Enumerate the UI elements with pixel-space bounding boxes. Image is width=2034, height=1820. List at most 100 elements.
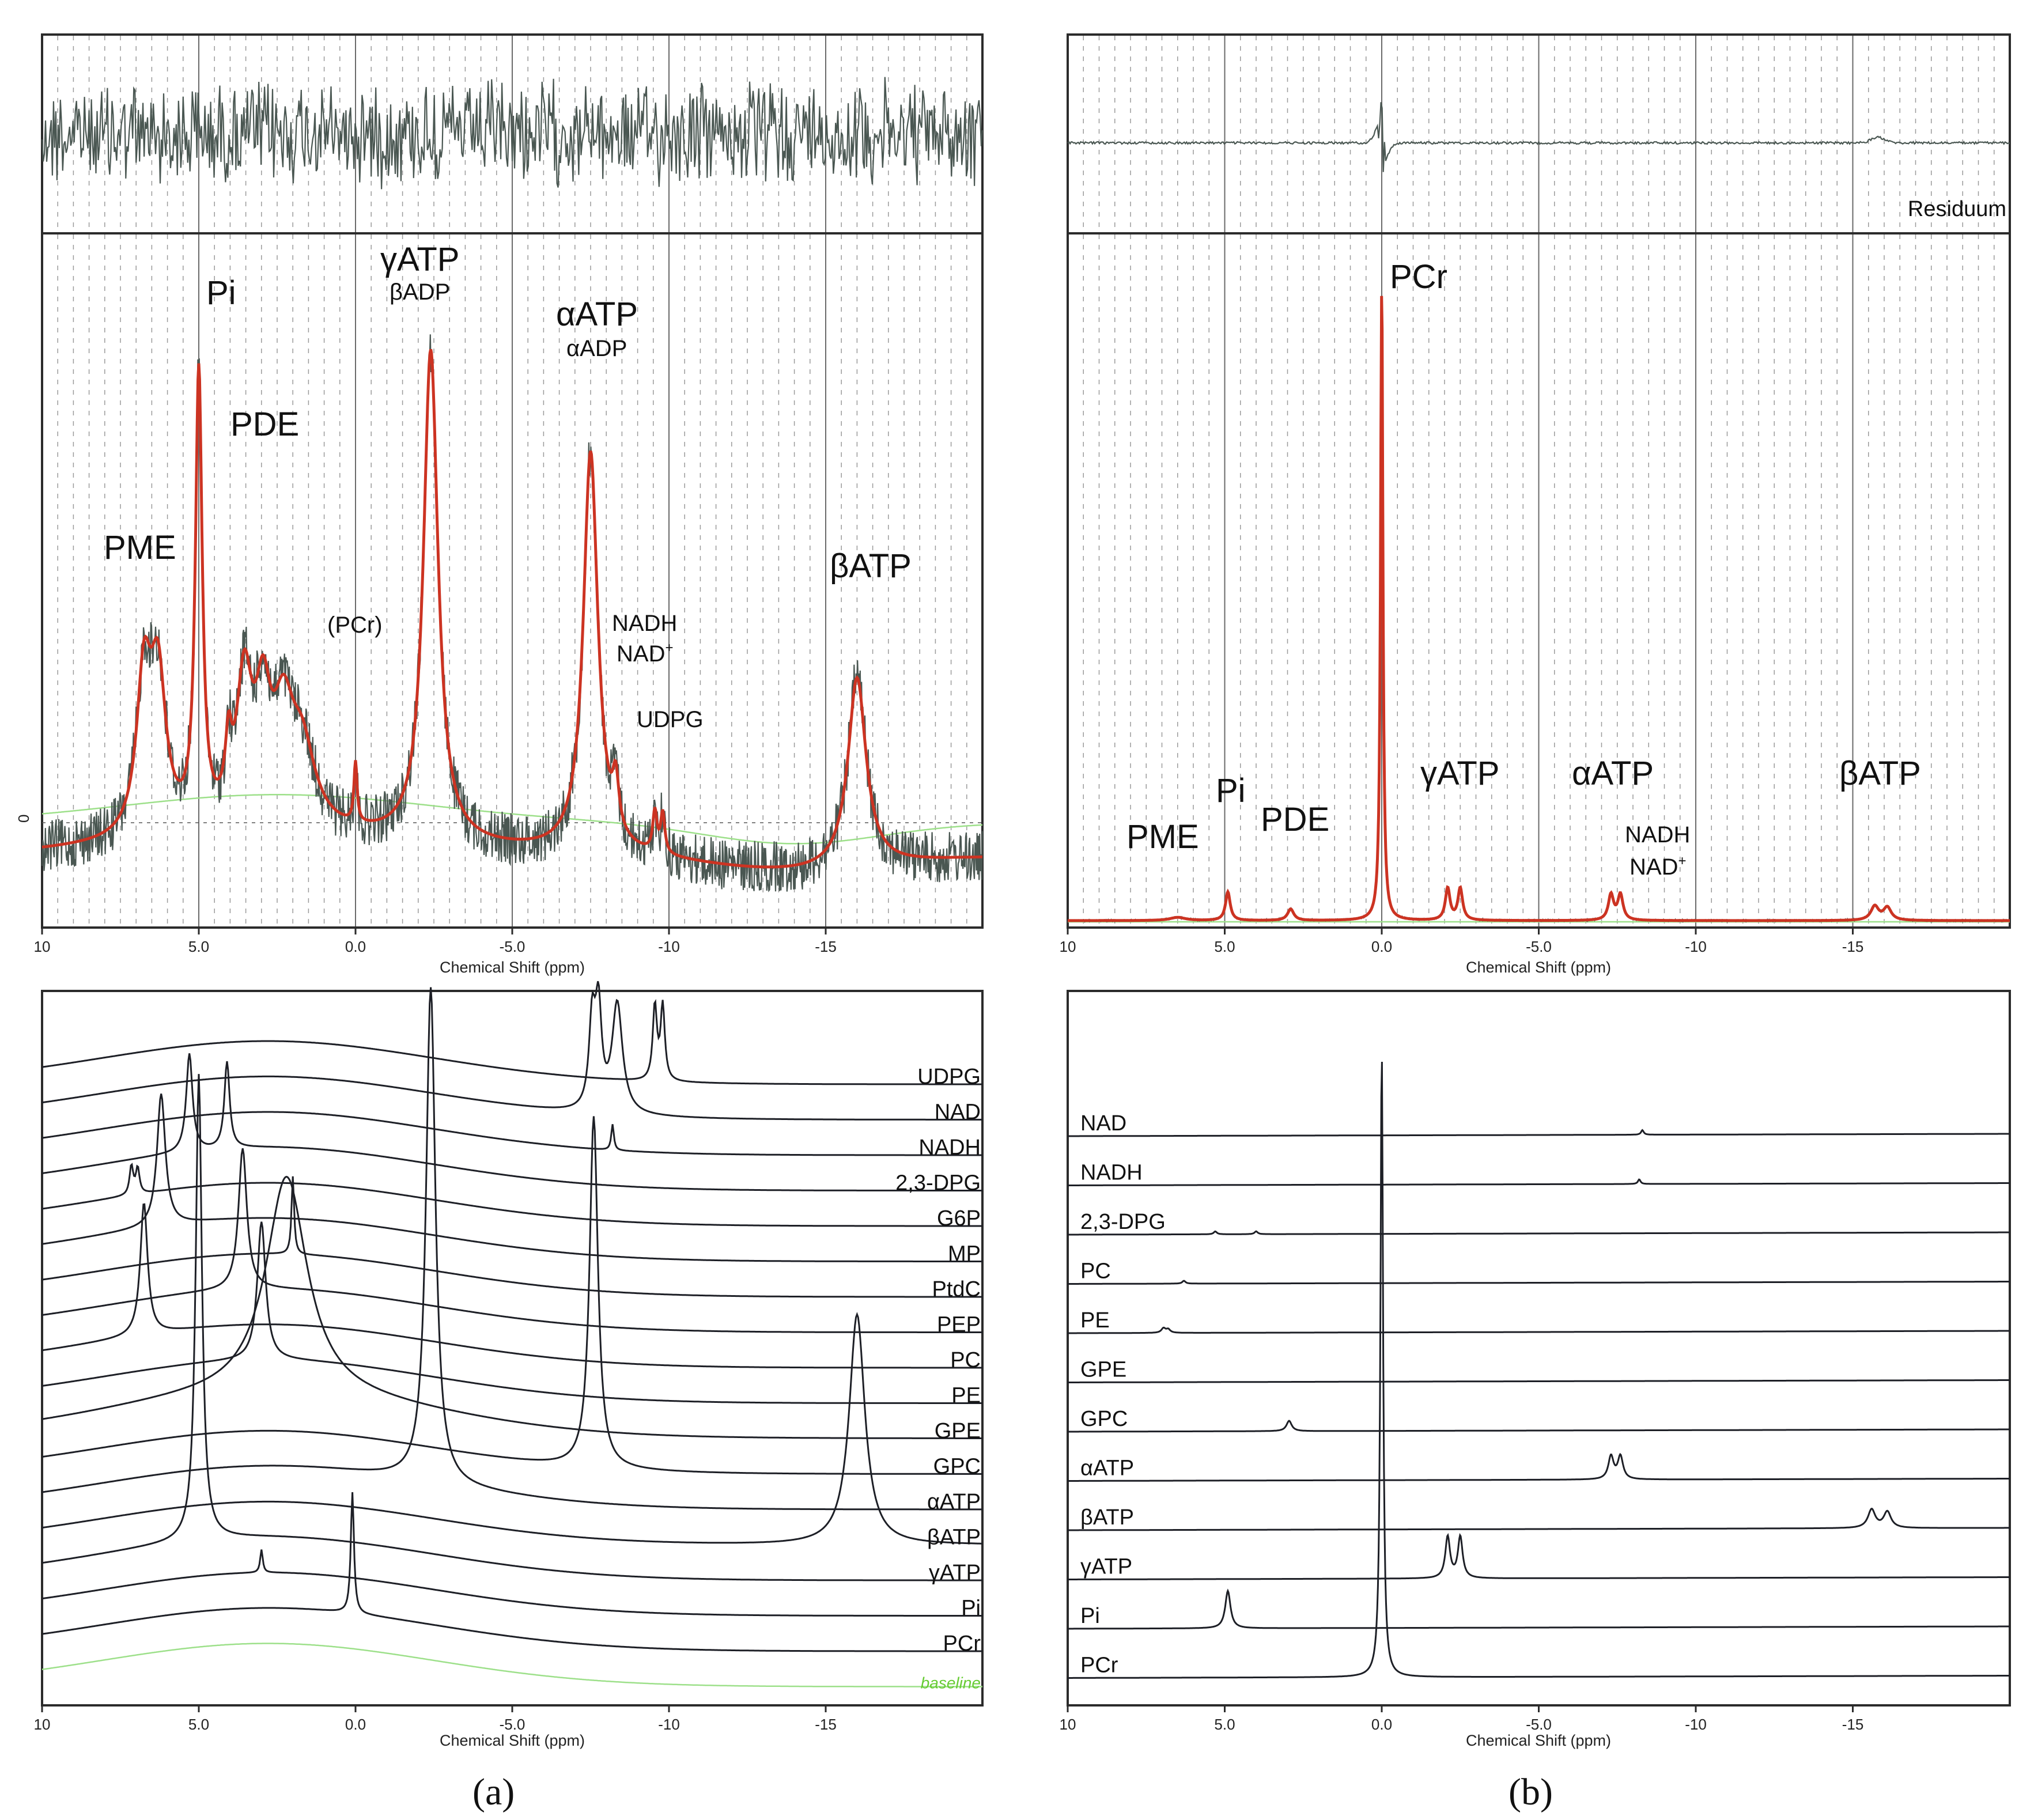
x-tick-label: -15 bbox=[815, 1716, 837, 1733]
stack-trace-PtdC bbox=[41, 1176, 982, 1298]
stack-trace-PE bbox=[41, 1221, 982, 1404]
x-tick-label: -5.0 bbox=[500, 938, 525, 955]
label-pme: PME bbox=[104, 529, 176, 566]
label-udpg: UDPG bbox=[637, 707, 704, 732]
stack-label: UDPG bbox=[917, 1065, 981, 1089]
x-tick-label: -15 bbox=[815, 938, 837, 955]
stack-trace-GPE bbox=[41, 1175, 982, 1439]
panel-a-xlabel: Chemical Shift (ppm) bbox=[440, 959, 585, 976]
panel-b-residual: Residuum bbox=[1067, 33, 2011, 234]
stack-b-trace-PE bbox=[1068, 1326, 2010, 1334]
stack-b-trace-2,3-DPG bbox=[1068, 1230, 2010, 1236]
x-tick-label: -15 bbox=[1842, 1716, 1864, 1733]
stack-trace-PEP bbox=[41, 1148, 982, 1333]
x-tick-label: 0.0 bbox=[1371, 1716, 1392, 1733]
stack-b-label: αATP bbox=[1080, 1456, 1134, 1481]
stack-label: Pi bbox=[961, 1596, 981, 1621]
x-tick-label: 5.0 bbox=[188, 1716, 209, 1733]
stack-trace-NADH bbox=[41, 1111, 982, 1156]
stack-trace-2,3-DPG bbox=[41, 1053, 982, 1191]
label-b-nad: NAD+ bbox=[1630, 853, 1686, 880]
x-tick-label: 10 bbox=[1060, 1716, 1076, 1733]
stack-label: MP bbox=[948, 1242, 981, 1266]
panel-b-xlabel: Chemical Shift (ppm) bbox=[1466, 959, 1611, 976]
panel-b-residual-trace bbox=[1067, 102, 2010, 172]
stack-b-trace-GPE bbox=[1068, 1379, 2010, 1383]
panel-a-stack: UDPG NAD NADH 2,3-DPG G6P MP PtdC PEP PC PE GPE GPC… bbox=[34, 981, 984, 1749]
stack-b-label: Pi bbox=[1080, 1604, 1100, 1628]
stack-b-trace-Pi bbox=[1068, 1588, 2010, 1630]
x-tick-label: -10 bbox=[658, 938, 680, 955]
stack-b-label: NADH bbox=[1080, 1161, 1143, 1185]
stack-b-label: PC bbox=[1080, 1259, 1111, 1284]
stack-b-label: PE bbox=[1080, 1308, 1110, 1333]
label-aadp: αADP bbox=[566, 336, 627, 361]
label-nad-sup: + bbox=[665, 640, 673, 656]
panel-b-stack-frame bbox=[1067, 990, 2011, 1707]
stack-label: NAD bbox=[935, 1100, 981, 1125]
stack-label: PEP bbox=[937, 1313, 981, 1337]
stack-b-trace-βATP bbox=[1068, 1507, 2010, 1531]
residuum-label: Residuum bbox=[1908, 197, 2006, 221]
stack-label: NADH bbox=[918, 1136, 981, 1160]
stack-trace-PC bbox=[41, 1203, 982, 1369]
label-nadh: NADH bbox=[612, 611, 677, 636]
label-b-pcr: PCr bbox=[1390, 258, 1447, 296]
x-tick-label: 10 bbox=[34, 938, 51, 955]
stack-label: baseline bbox=[921, 1674, 981, 1692]
stack-trace-G6P bbox=[41, 1163, 982, 1227]
stack-trace-GPC bbox=[41, 1116, 982, 1475]
label-nad-text: NAD bbox=[617, 641, 665, 667]
stack-b-trace-PC bbox=[1068, 1280, 2010, 1285]
label-gatp: γATP bbox=[380, 241, 460, 278]
stack-b-label: γATP bbox=[1080, 1555, 1132, 1579]
panel-label-a: (a) bbox=[472, 1771, 515, 1813]
label-badp: βADP bbox=[390, 279, 450, 305]
label-b-pde: PDE bbox=[1261, 801, 1329, 838]
panel-b-spectrum: 10 5.0 0.0 -5.0 -10 -15 Chemical Shift (ppm) … bbox=[1060, 232, 2011, 976]
x-tick-label: -15 bbox=[1842, 938, 1864, 955]
x-tick-label: 5.0 bbox=[188, 938, 209, 955]
panel-a-zero-label: 0 bbox=[15, 815, 32, 823]
stack-b-label: PCr bbox=[1080, 1653, 1118, 1678]
stack-b-trace-NAD bbox=[1068, 1129, 2010, 1137]
stack-b-trace-γATP bbox=[1068, 1533, 2010, 1580]
x-tick-label: 0.0 bbox=[345, 938, 366, 955]
stack-b-label: NAD bbox=[1080, 1111, 1126, 1136]
panel-a-residual-trace bbox=[41, 77, 984, 190]
x-tick-label: -10 bbox=[658, 1716, 680, 1733]
panel-b-stack: NAD NADH 2,3-DPG PC PE GPE GPC αATP βATP γATP Pi PC… bbox=[1060, 990, 2011, 1749]
stack-trace-βATP bbox=[41, 1312, 983, 1545]
label-b-gatp: γATP bbox=[1420, 755, 1500, 792]
x-tick-label: -10 bbox=[1685, 1716, 1707, 1733]
label-aatp: αATP bbox=[556, 296, 638, 333]
panel-a-stack-xlabel: Chemical Shift (ppm) bbox=[440, 1732, 585, 1749]
stack-label: 2,3-DPG bbox=[895, 1171, 981, 1195]
x-tick-label: 0.0 bbox=[1371, 938, 1392, 955]
label-b-nad-sup: + bbox=[1678, 853, 1686, 869]
x-tick-label: -10 bbox=[1685, 938, 1707, 955]
label-nad: NAD+ bbox=[617, 640, 673, 667]
stack-b-trace-PCr bbox=[1068, 1061, 2010, 1679]
stack-trace-PCr bbox=[41, 1492, 982, 1652]
stack-trace-baseline bbox=[41, 1643, 982, 1687]
x-tick-label: 5.0 bbox=[1214, 938, 1235, 955]
label-b-batp: βATP bbox=[1839, 755, 1921, 792]
stack-b-label: 2,3-DPG bbox=[1080, 1210, 1166, 1234]
x-tick-label: 5.0 bbox=[1214, 1716, 1235, 1733]
stack-label: PE bbox=[951, 1384, 981, 1408]
x-tick-label: -5.0 bbox=[1526, 938, 1552, 955]
x-tick-label: 10 bbox=[1060, 938, 1076, 955]
label-pde: PDE bbox=[230, 406, 299, 443]
stack-label: PC bbox=[950, 1348, 981, 1372]
label-b-nadh: NADH bbox=[1625, 822, 1690, 847]
label-b-pme: PME bbox=[1126, 818, 1199, 856]
stack-label: G6P bbox=[937, 1206, 981, 1231]
stack-trace-αATP bbox=[41, 987, 982, 1511]
label-pcr-paren: (PCr) bbox=[327, 612, 383, 638]
label-b-aatp: αATP bbox=[1572, 755, 1654, 792]
stack-trace-Pi bbox=[41, 1549, 982, 1617]
label-batp: βATP bbox=[830, 547, 912, 585]
stack-b-label: GPC bbox=[1080, 1407, 1128, 1431]
panel-a-spectrum: 0 10 5.0 0.0 -5.0 -10 -15 Chemical Shift (ppm… bbox=[15, 232, 984, 976]
